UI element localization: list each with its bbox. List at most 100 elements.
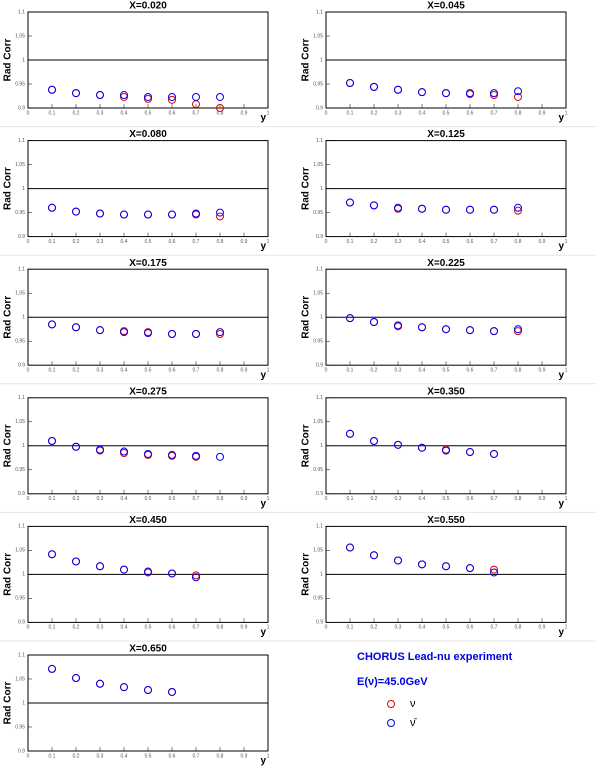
x-tick-label: 0.2 bbox=[371, 110, 378, 116]
x-tick-label: 0 bbox=[27, 368, 30, 374]
data-point bbox=[144, 567, 152, 576]
data-point bbox=[346, 543, 354, 552]
x-tick-label: 0.6 bbox=[467, 239, 474, 245]
data-point bbox=[442, 89, 450, 98]
data-point bbox=[168, 95, 176, 104]
data-point bbox=[216, 104, 224, 112]
x-tick-label: 0 bbox=[27, 239, 30, 245]
y-axis-label: Rad Corr bbox=[301, 296, 312, 339]
data-point bbox=[490, 449, 498, 458]
x-tick-label: 0.9 bbox=[241, 625, 248, 631]
x-tick-label: 0 bbox=[27, 496, 30, 502]
data-point bbox=[72, 89, 80, 98]
y-tick-label: 1.1 bbox=[18, 524, 25, 530]
x-axis-label: y bbox=[558, 241, 564, 252]
y-tick-label: 1.05 bbox=[313, 162, 323, 168]
x-tick-label: 0.7 bbox=[193, 110, 200, 116]
y-tick-label: 1 bbox=[320, 443, 323, 449]
data-point bbox=[96, 326, 104, 335]
data-point bbox=[144, 686, 152, 695]
x-tick-label: 0.7 bbox=[193, 625, 200, 631]
x-tick-label: 0.1 bbox=[347, 368, 354, 374]
y-tick-label: 1.05 bbox=[313, 291, 323, 297]
x-tick-label: 0.7 bbox=[193, 753, 200, 759]
x-tick-label: 0.3 bbox=[97, 110, 104, 116]
x-tick-label: 0.3 bbox=[395, 110, 402, 116]
data-point bbox=[168, 450, 176, 459]
x-tick-label: 1 bbox=[267, 625, 270, 631]
y-tick-label: 1.1 bbox=[18, 267, 25, 273]
data-point bbox=[370, 551, 378, 560]
y-tick-label: 1.1 bbox=[316, 524, 323, 530]
x-tick-label: 0.1 bbox=[49, 625, 56, 631]
x-tick-label: 0.1 bbox=[49, 110, 56, 116]
data-point bbox=[216, 208, 224, 217]
data-point bbox=[144, 210, 152, 219]
data-point bbox=[490, 205, 498, 214]
x-tick-label: 1 bbox=[565, 110, 568, 116]
data-point bbox=[48, 85, 56, 94]
x-tick-label: 0.6 bbox=[169, 496, 176, 502]
panel-title: X=0.020 bbox=[129, 1, 167, 12]
x-tick-label: 0.1 bbox=[49, 753, 56, 759]
data-point bbox=[120, 210, 128, 219]
y-tick-label: 1 bbox=[22, 700, 25, 706]
x-tick-label: 0.8 bbox=[217, 239, 224, 245]
x-tick-label: 0.2 bbox=[371, 239, 378, 245]
x-tick-label: 0.8 bbox=[217, 368, 224, 374]
x-tick-label: 0.1 bbox=[347, 625, 354, 631]
y-tick-label: 0.95 bbox=[313, 81, 323, 87]
data-point bbox=[490, 565, 498, 574]
x-tick-label: 0.6 bbox=[169, 368, 176, 374]
data-point bbox=[144, 329, 152, 338]
x-tick-label: 0.5 bbox=[145, 368, 152, 374]
data-point bbox=[490, 327, 498, 336]
y-tick-label: 1.05 bbox=[15, 419, 25, 425]
y-tick-label: 0.95 bbox=[15, 724, 25, 730]
x-tick-label: 1 bbox=[267, 496, 270, 502]
x-tick-label: 0.5 bbox=[443, 110, 450, 116]
data-point bbox=[144, 92, 152, 101]
x-axis-label: y bbox=[260, 756, 266, 767]
data-point bbox=[72, 442, 80, 451]
x-tick-label: 0.1 bbox=[347, 239, 354, 245]
y-axis-label: Rad Corr bbox=[301, 424, 312, 467]
data-point bbox=[48, 437, 56, 445]
data-point bbox=[168, 330, 176, 338]
x-tick-label: 0.8 bbox=[515, 496, 522, 502]
data-point bbox=[514, 206, 522, 215]
x-tick-label: 0.5 bbox=[145, 110, 152, 116]
y-tick-label: 1.1 bbox=[18, 138, 25, 144]
y-tick-label: 1.05 bbox=[313, 548, 323, 554]
data-point bbox=[466, 564, 474, 573]
data-point bbox=[394, 321, 402, 330]
data-point bbox=[168, 569, 176, 578]
y-tick-label: 0.95 bbox=[313, 210, 323, 216]
x-tick-label: 0.7 bbox=[491, 496, 498, 502]
x-tick-label: 0.7 bbox=[193, 239, 200, 245]
data-point bbox=[48, 320, 56, 329]
x-tick-label: 0.3 bbox=[97, 496, 104, 502]
legend-marker bbox=[387, 719, 395, 727]
x-tick-label: 0.3 bbox=[97, 239, 104, 245]
x-tick-label: 0 bbox=[27, 753, 30, 759]
data-point bbox=[216, 328, 224, 337]
x-tick-label: 0.1 bbox=[49, 239, 56, 245]
data-point bbox=[418, 323, 426, 332]
panel-title: X=0.550 bbox=[427, 515, 465, 526]
y-tick-label: 0.95 bbox=[313, 339, 323, 345]
data-point bbox=[442, 562, 450, 571]
panel-title: X=0.225 bbox=[427, 258, 465, 269]
panel-title: X=0.275 bbox=[129, 386, 167, 397]
data-point bbox=[346, 198, 354, 207]
y-tick-label: 1.05 bbox=[313, 33, 323, 39]
data-point bbox=[394, 440, 402, 449]
x-tick-label: 1 bbox=[565, 239, 568, 245]
x-tick-label: 0.3 bbox=[97, 625, 104, 631]
x-tick-label: 0.9 bbox=[241, 753, 248, 759]
data-point bbox=[72, 557, 80, 566]
x-axis-label: y bbox=[558, 498, 564, 509]
x-tick-label: 1 bbox=[267, 239, 270, 245]
panel-title: X=0.045 bbox=[427, 1, 465, 12]
y-tick-label: 0.9 bbox=[316, 105, 323, 111]
